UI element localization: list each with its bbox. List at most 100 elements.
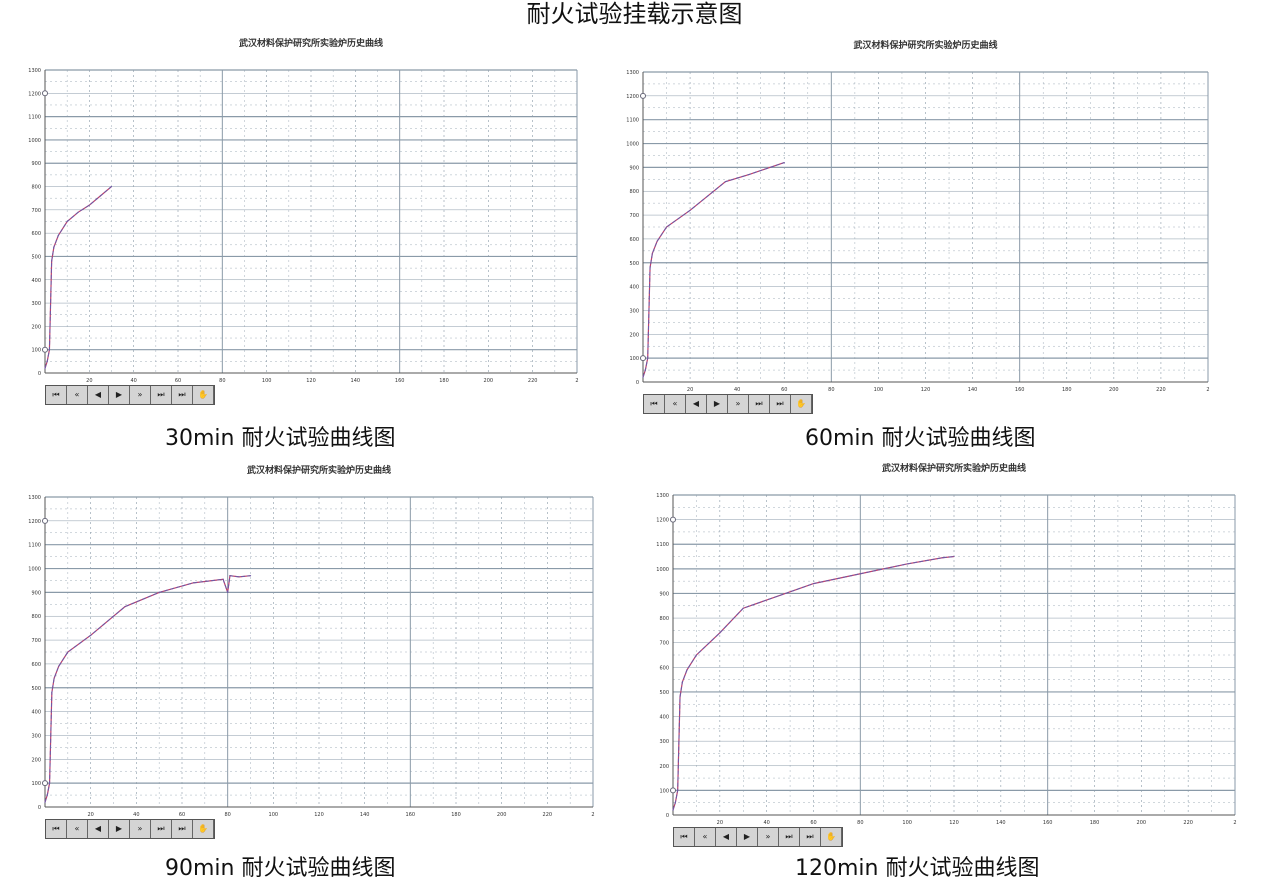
last-icon[interactable]: ⏭ xyxy=(172,386,193,404)
pointer-icon[interactable]: ✋ xyxy=(193,386,214,404)
y-tick-label: 1000 xyxy=(28,138,41,144)
x-tick-label: 220 xyxy=(528,378,538,384)
rewind-icon[interactable]: « xyxy=(695,828,716,846)
cursor-marker[interactable] xyxy=(640,92,646,99)
data-point xyxy=(812,583,815,585)
data-point xyxy=(941,557,943,559)
skip-end-icon[interactable]: ⏭ xyxy=(749,395,770,413)
play-icon[interactable]: ▶ xyxy=(737,828,758,846)
play-icon[interactable]: ▶ xyxy=(109,386,130,404)
data-point xyxy=(46,794,48,796)
y-tick-label: 0 xyxy=(636,380,639,386)
x-tick-label: 20 xyxy=(687,387,693,393)
y-tick-label: 1300 xyxy=(28,68,41,74)
cursor-marker[interactable] xyxy=(670,787,676,794)
last-icon[interactable]: ⏭ xyxy=(172,820,193,838)
rewind-icon[interactable]: « xyxy=(67,386,88,404)
x-tick-label: 160 xyxy=(395,378,405,384)
chart-title: 武汉材料保护研究所实验炉历史曲线 xyxy=(246,466,391,476)
playback-toolbar: ⏮ «◀ ▶» ⏭ ⏭ ✋ xyxy=(45,819,215,839)
y-tick-label: 500 xyxy=(659,690,669,696)
data-point xyxy=(229,575,231,577)
data-point xyxy=(51,691,53,694)
y-tick-label: 600 xyxy=(659,665,669,671)
x-tick-label: 200 xyxy=(1137,820,1147,826)
curve-series xyxy=(44,575,251,803)
cursor-marker[interactable] xyxy=(42,346,48,353)
last-icon[interactable]: ⏭ xyxy=(770,395,791,413)
first-icon[interactable]: ⏮ xyxy=(46,820,67,838)
data-point xyxy=(677,789,679,791)
line-chart: 0 100 200 300 400 500 600 700 800 900 1000 1100 1200… xyxy=(626,70,1209,393)
y-tick-label: 0 xyxy=(38,371,41,377)
playback-toolbar: ⏮ «◀ ▶» ⏭ ⏭ ✋ xyxy=(45,385,215,405)
x-tick-label: 200 xyxy=(1109,387,1119,393)
x-tick-label: 40 xyxy=(763,820,769,826)
data-point xyxy=(90,634,92,636)
prev-icon[interactable]: ◀ xyxy=(686,395,707,413)
curve-series-red xyxy=(642,162,785,378)
x-tick-label: 180 xyxy=(451,812,461,818)
y-tick-label: 200 xyxy=(31,757,41,763)
pointer-icon[interactable]: ✋ xyxy=(791,395,812,413)
x-tick-label: 80 xyxy=(219,378,225,384)
skip-end-icon[interactable]: ⏭ xyxy=(779,828,800,846)
pointer-icon[interactable]: ✋ xyxy=(821,828,842,846)
play-icon[interactable]: ▶ xyxy=(707,395,728,413)
x-tick-label: 140 xyxy=(996,820,1006,826)
y-tick-label: 1100 xyxy=(28,543,41,549)
chart-title: 武汉材料保护研究所实验炉历史曲线 xyxy=(853,41,998,51)
data-point xyxy=(674,802,676,804)
data-point xyxy=(227,591,229,593)
cursor-marker[interactable] xyxy=(670,516,676,523)
fast-forward-icon[interactable]: » xyxy=(130,820,151,838)
data-point xyxy=(249,575,252,577)
data-point xyxy=(642,376,644,378)
first-icon[interactable]: ⏮ xyxy=(644,395,665,413)
x-tick-label: 180 xyxy=(1090,820,1100,826)
chart-panel: 武汉材料保护研究所实验炉历史曲线 0 100 200 300 400 500 600 700 80… xyxy=(28,466,595,839)
x-tick-label: 2 xyxy=(591,812,594,818)
first-icon[interactable]: ⏮ xyxy=(46,386,67,404)
x-tick-label: 140 xyxy=(351,378,361,384)
x-tick-label: 40 xyxy=(130,378,136,384)
x-tick-label: 60 xyxy=(175,378,181,384)
y-tick-label: 100 xyxy=(31,781,41,787)
playback-toolbar: ⏮ «◀ ▶» ⏭ ⏭ ✋ xyxy=(643,394,813,414)
x-tick-label: 200 xyxy=(484,378,494,384)
cursor-marker[interactable] xyxy=(42,90,48,97)
data-point xyxy=(222,578,224,580)
y-tick-label: 800 xyxy=(31,614,41,620)
y-tick-label: 700 xyxy=(659,641,669,647)
cursor-marker[interactable] xyxy=(42,517,48,524)
line-chart: 0 100 200 300 400 500 600 700 800 900 1000 1100 1200… xyxy=(28,495,594,818)
chart-panel: 武汉材料保护研究所实验炉历史曲线 0 100 200 300 400 500 600 700 80… xyxy=(656,464,1237,847)
cursor-marker[interactable] xyxy=(640,355,646,362)
first-icon[interactable]: ⏮ xyxy=(674,828,695,846)
cursor-marker[interactable] xyxy=(42,780,48,787)
skip-end-icon[interactable]: ⏭ xyxy=(151,820,172,838)
prev-icon[interactable]: ◀ xyxy=(88,386,109,404)
chart-panel: 武汉材料保护研究所实验炉历史曲线 0 100 200 300 400 500 600 700 80… xyxy=(626,41,1210,414)
x-tick-label: 80 xyxy=(857,820,863,826)
fast-forward-icon[interactable]: » xyxy=(728,395,749,413)
rewind-icon[interactable]: « xyxy=(67,820,88,838)
pointer-icon[interactable]: ✋ xyxy=(193,820,214,838)
prev-icon[interactable]: ◀ xyxy=(716,828,737,846)
fast-forward-icon[interactable]: » xyxy=(758,828,779,846)
prev-icon[interactable]: ◀ xyxy=(88,820,109,838)
data-point xyxy=(656,240,658,242)
data-point xyxy=(44,367,46,369)
last-icon[interactable]: ⏭ xyxy=(800,828,821,846)
data-point xyxy=(48,349,51,351)
data-point xyxy=(192,582,195,584)
x-tick-label: 220 xyxy=(1156,387,1166,393)
fast-forward-icon[interactable]: » xyxy=(130,386,151,404)
data-point xyxy=(665,226,668,228)
data-point xyxy=(686,669,688,671)
y-tick-label: 500 xyxy=(629,261,639,267)
data-point xyxy=(51,260,53,262)
rewind-icon[interactable]: « xyxy=(665,395,686,413)
skip-end-icon[interactable]: ⏭ xyxy=(151,386,172,404)
play-icon[interactable]: ▶ xyxy=(109,820,130,838)
